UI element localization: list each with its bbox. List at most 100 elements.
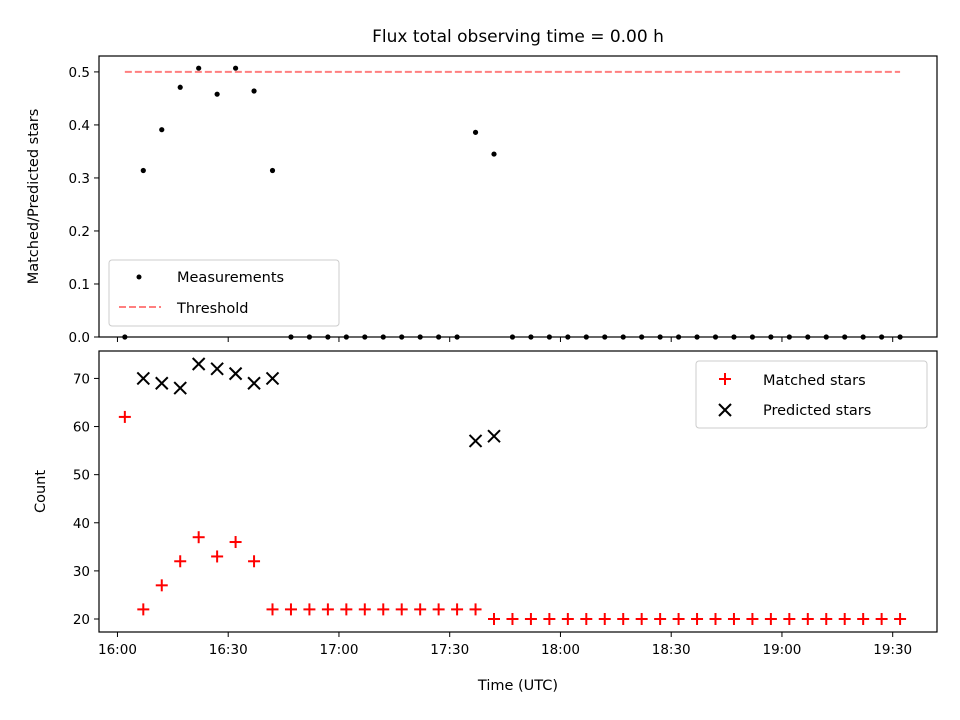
matched-stars-point [469,603,482,616]
matched-stars-point [192,531,205,544]
matched-stars-point [691,613,704,626]
y-tick-label: 0.4 [69,118,90,134]
y-tick-label: 20 [73,612,90,628]
matched-stars-point [654,613,667,626]
matched-stars-point [451,603,464,616]
y-tick-label: 0.2 [69,224,90,240]
predicted-stars-point [191,357,206,371]
matched-stars-point [340,603,353,616]
matched-stars-point [266,603,279,616]
matched-stars-point [414,603,427,616]
x-tick-label: 17:30 [430,642,469,658]
x-tick-label: 16:30 [209,642,248,658]
matched-stars-point [635,613,648,626]
x-tick-label: 17:00 [320,642,359,658]
matched-stars-point [764,613,777,626]
matched-stars-point [875,613,888,626]
matched-stars-point [229,536,242,549]
matched-stars-point [580,613,593,626]
bottom-legend: Matched stars Predicted stars [695,360,928,429]
predicted-stars-point [155,376,169,390]
matched-stars-point [709,613,722,626]
x-tick-label: 19:30 [873,642,912,658]
y-tick-label: 50 [73,468,90,484]
measurement-point [140,167,146,174]
legend-measurements-marker [136,274,142,280]
top-axes-ticks: 0.0 0.1 0.2 0.3 0.4 0.5 [69,65,894,346]
legend-predicted-label: Predicted stars [763,403,871,419]
matched-stars-point [894,613,907,626]
y-tick-label: 0.5 [69,65,90,81]
matched-stars-point [801,613,814,626]
x-axis-label: Time (UTC) [477,678,558,694]
x-tick-label: 16:00 [98,642,137,658]
matched-stars-point [395,603,408,616]
matched-stars-point [506,613,519,626]
matched-stars-point [303,603,316,616]
matched-stars-point [524,613,537,626]
legend-measurements-label: Measurements [177,270,284,286]
y-tick-label: 0.3 [69,171,90,187]
predicted-stars-point [487,429,501,443]
predicted-stars-point [136,371,151,386]
matched-stars-point [838,613,851,626]
matched-stars-point [211,550,224,563]
matched-stars-point [672,613,685,626]
predicted-stars-point [173,381,187,395]
top-legend-box [108,259,340,327]
chart-title: Flux total observing time = 0.00 h [372,27,664,47]
matched-stars-point [598,613,611,626]
measurement-point [251,88,257,94]
matched-stars-point [783,613,796,626]
measurement-point [196,65,202,71]
top-legend: Measurements Threshold [108,259,340,327]
measurement-point [472,129,479,135]
measurement-point [159,127,165,133]
bottom-legend-box [695,360,928,429]
top-axes: 0.0 0.1 0.2 0.3 0.4 0.5 Matched/Predicted sta… [26,55,938,346]
legend-predicted-marker [718,403,732,417]
x-tick-label: 18:00 [541,642,580,658]
matched-stars-point [820,613,833,626]
predicted-stars-point [265,371,280,386]
matched-stars-point [543,613,556,626]
measurement-point [232,65,239,71]
matched-stars-point [321,603,334,616]
matched-stars-point [118,410,131,423]
x-tick-label: 19:00 [762,642,801,658]
matched-stars-point [248,555,261,568]
matched-stars-point [284,603,297,616]
y-tick-label: 40 [73,516,90,532]
bottom-axes-frame [98,350,938,633]
matched-stars-point [561,613,574,626]
matched-stars-point [358,603,371,616]
top-axes-frame [98,55,938,338]
y-tick-label: 70 [73,371,90,387]
matched-stars-point [727,613,740,626]
x-tick-label: 18:30 [652,642,691,658]
predicted-stars-point [228,366,243,381]
top-y-axis-label: Matched/Predicted stars [26,109,42,285]
matched-stars-point [746,613,759,626]
measurement-point [491,151,497,157]
bottom-axes: 16:00 16:30 17:00 17:30 18:00 18:30 19:00 19:30… [33,350,938,694]
predicted-stars-point [210,362,224,376]
y-tick-label: 0.0 [69,330,90,346]
matched-stars-point [377,603,390,616]
matched-stars-point [432,603,445,616]
matched-stars-point [137,603,150,616]
matched-stars-point [174,555,187,568]
y-tick-label: 30 [73,564,90,580]
measurement-point [214,91,220,97]
bottom-y-axis-label: Count [33,470,49,513]
bottom-axes-ticks: 16:00 16:30 17:00 17:30 18:00 18:30 19:00 19:30… [73,371,912,658]
measurement-point [177,84,183,90]
legend-matched-label: Matched stars [763,373,866,389]
measurement-point [269,167,276,174]
matched-stars-point [857,613,870,626]
matched-stars-point [488,613,501,626]
y-tick-label: 0.1 [69,277,90,293]
y-tick-label: 60 [73,420,90,436]
